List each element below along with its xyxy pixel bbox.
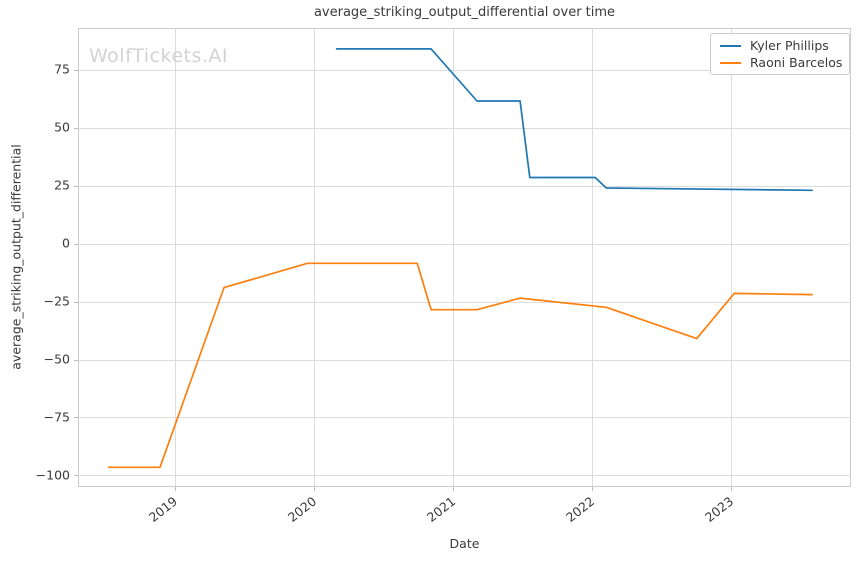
x-tick-label: 2020 [285,494,319,525]
chart-title: average_striking_output_differential ove… [313,5,616,20]
x-tick-label: 2019 [146,494,180,525]
watermark: WolfTickets.AI [89,45,229,67]
y-tick-label: −50 [44,352,70,367]
series-line-kyler-phillips [335,48,813,192]
x-tick-label: 2023 [702,494,736,525]
y-axis-label: average_striking_output_differential [8,144,24,370]
y-tick-label: −25 [44,294,70,309]
legend: Kyler Phillips Raoni Barcelos [710,33,850,75]
legend-item-raoni-barcelos: Raoni Barcelos [720,55,843,70]
legend-line-swatch-orange [720,61,741,64]
y-tick-label: 0 [62,236,70,251]
legend-label: Kyler Phillips [750,38,829,53]
y-tick-label: 50 [54,120,70,135]
x-tick-label: 2021 [424,494,458,525]
series-line-raoni-barcelos [107,262,813,469]
x-tick-label: 2022 [563,494,597,525]
legend-line-swatch-blue [720,44,741,47]
legend-item-kyler-phillips: Kyler Phillips [720,38,840,53]
y-tick-label: −75 [44,409,70,424]
legend-label: Raoni Barcelos [750,55,843,70]
plot-border [78,28,851,487]
y-tick-label: 75 [54,62,70,77]
x-axis-label: Date [449,536,480,551]
y-tick-label: 25 [54,178,70,193]
y-tick-label: −100 [36,467,70,482]
